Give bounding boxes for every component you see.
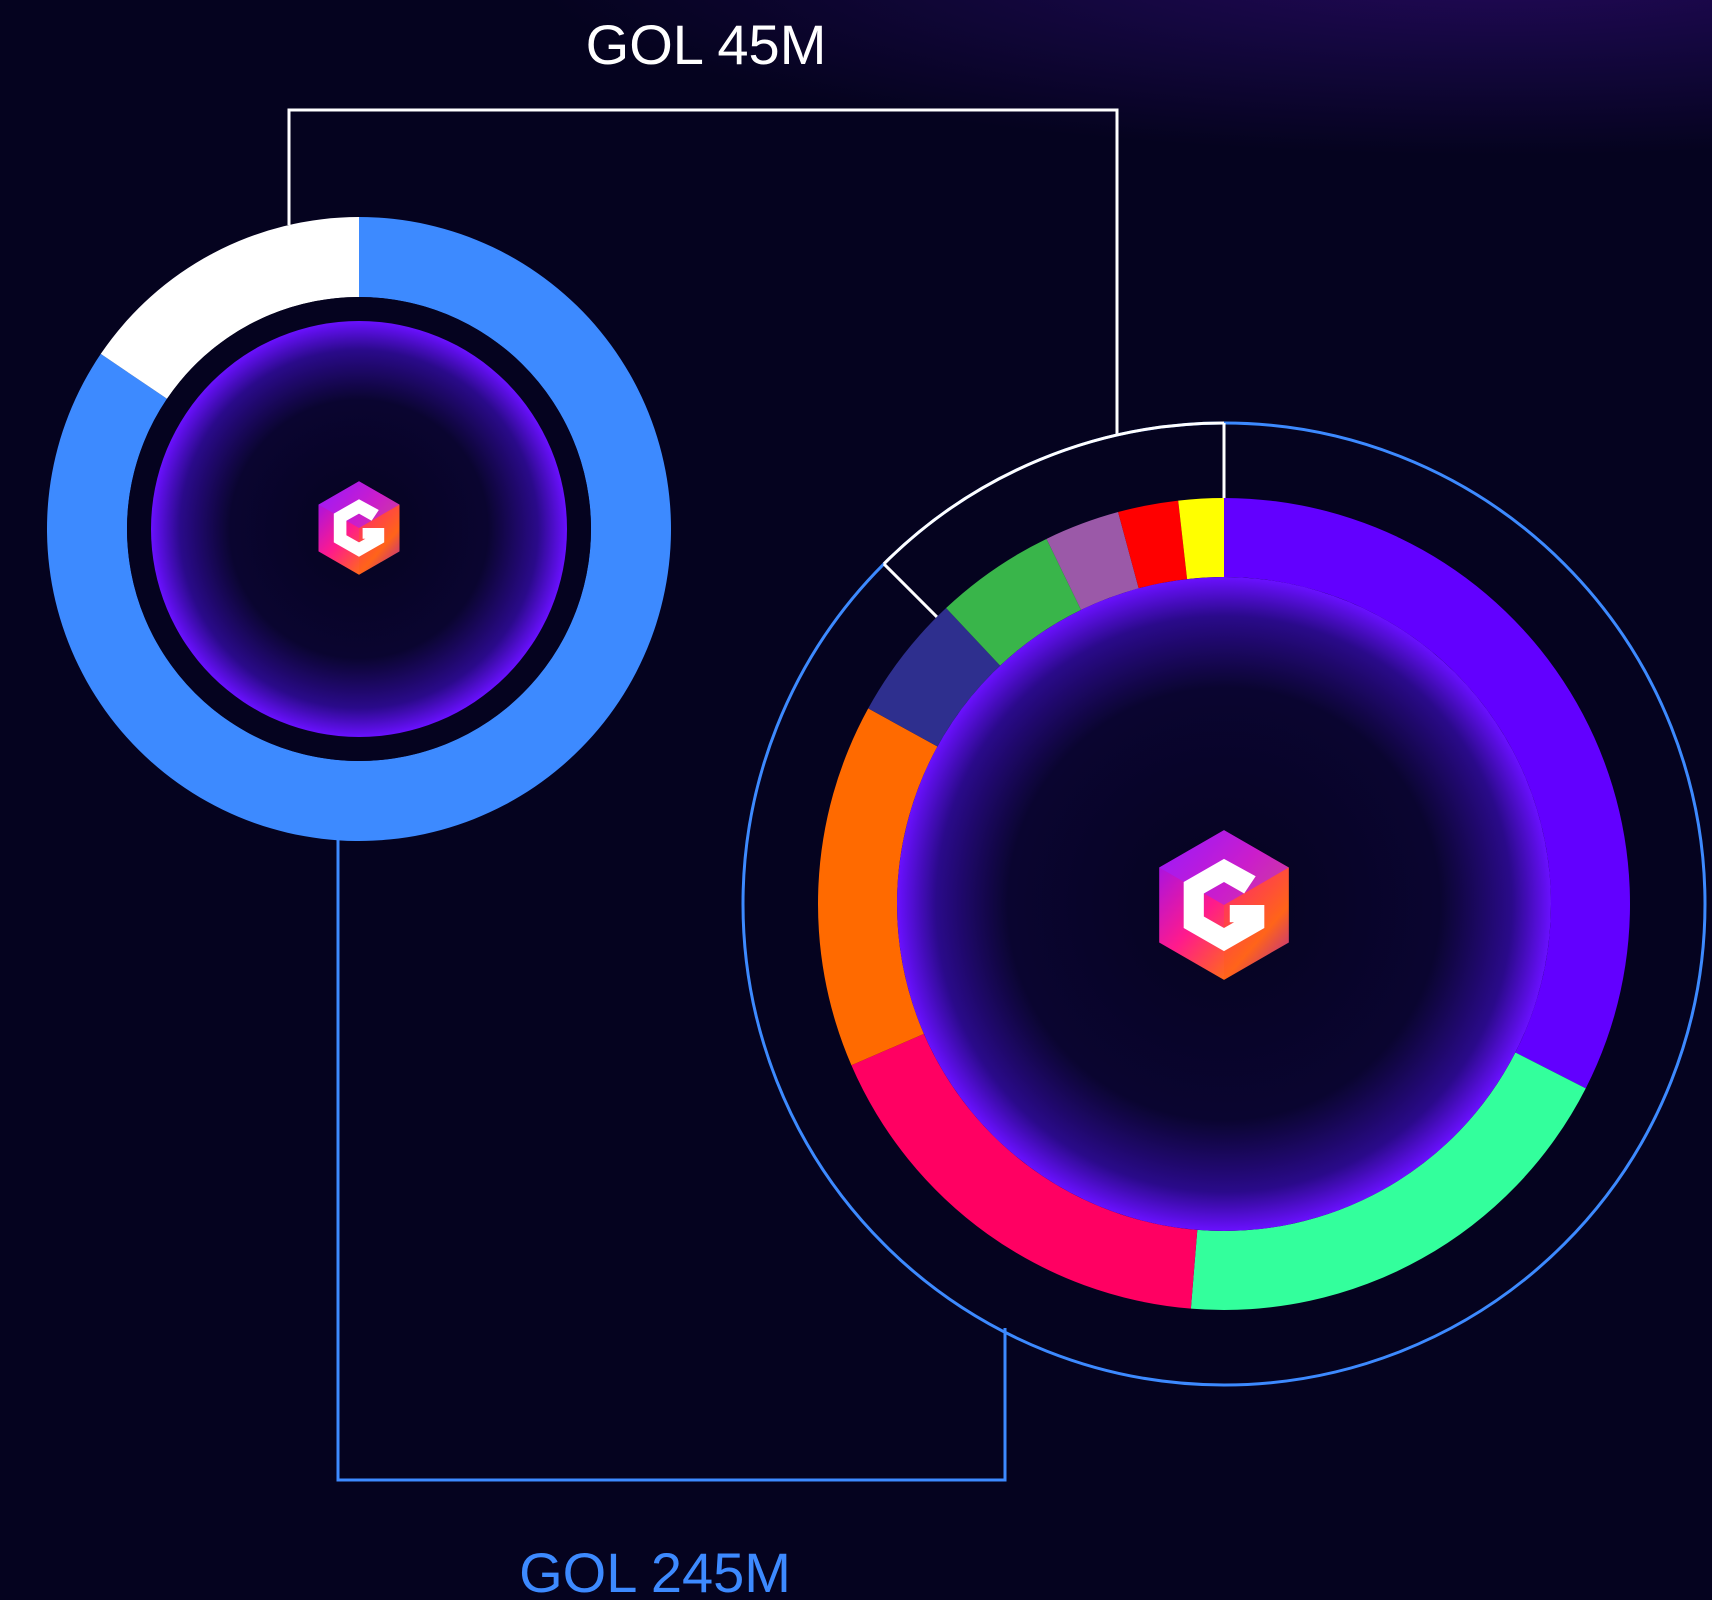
white-bracket — [287, 108, 1119, 436]
small-donut — [46, 217, 671, 841]
large-white-tick-left — [882, 562, 938, 618]
large-donut-slice-0 — [1224, 498, 1630, 1089]
large-donut-slice-7 — [1118, 500, 1188, 589]
small-donut-slice-1 — [100, 217, 359, 399]
large-donut — [818, 498, 1630, 1310]
bottom-label: GOL 245M — [519, 1541, 791, 1600]
large-donut-slice-6 — [1046, 512, 1139, 610]
top-label: GOL 45M — [586, 13, 827, 76]
large-donut-slice-3 — [818, 708, 938, 1066]
blue-bracket — [336, 838, 1007, 1482]
large-outer-white-arc — [882, 421, 1225, 565]
large-donut-slice-1 — [1190, 1052, 1586, 1310]
large-donut-slice-8 — [1178, 498, 1224, 580]
large-donut-slice-5 — [946, 538, 1082, 666]
large-donut-slice-2 — [851, 1033, 1198, 1309]
large-donut-slice-4 — [868, 608, 1001, 747]
